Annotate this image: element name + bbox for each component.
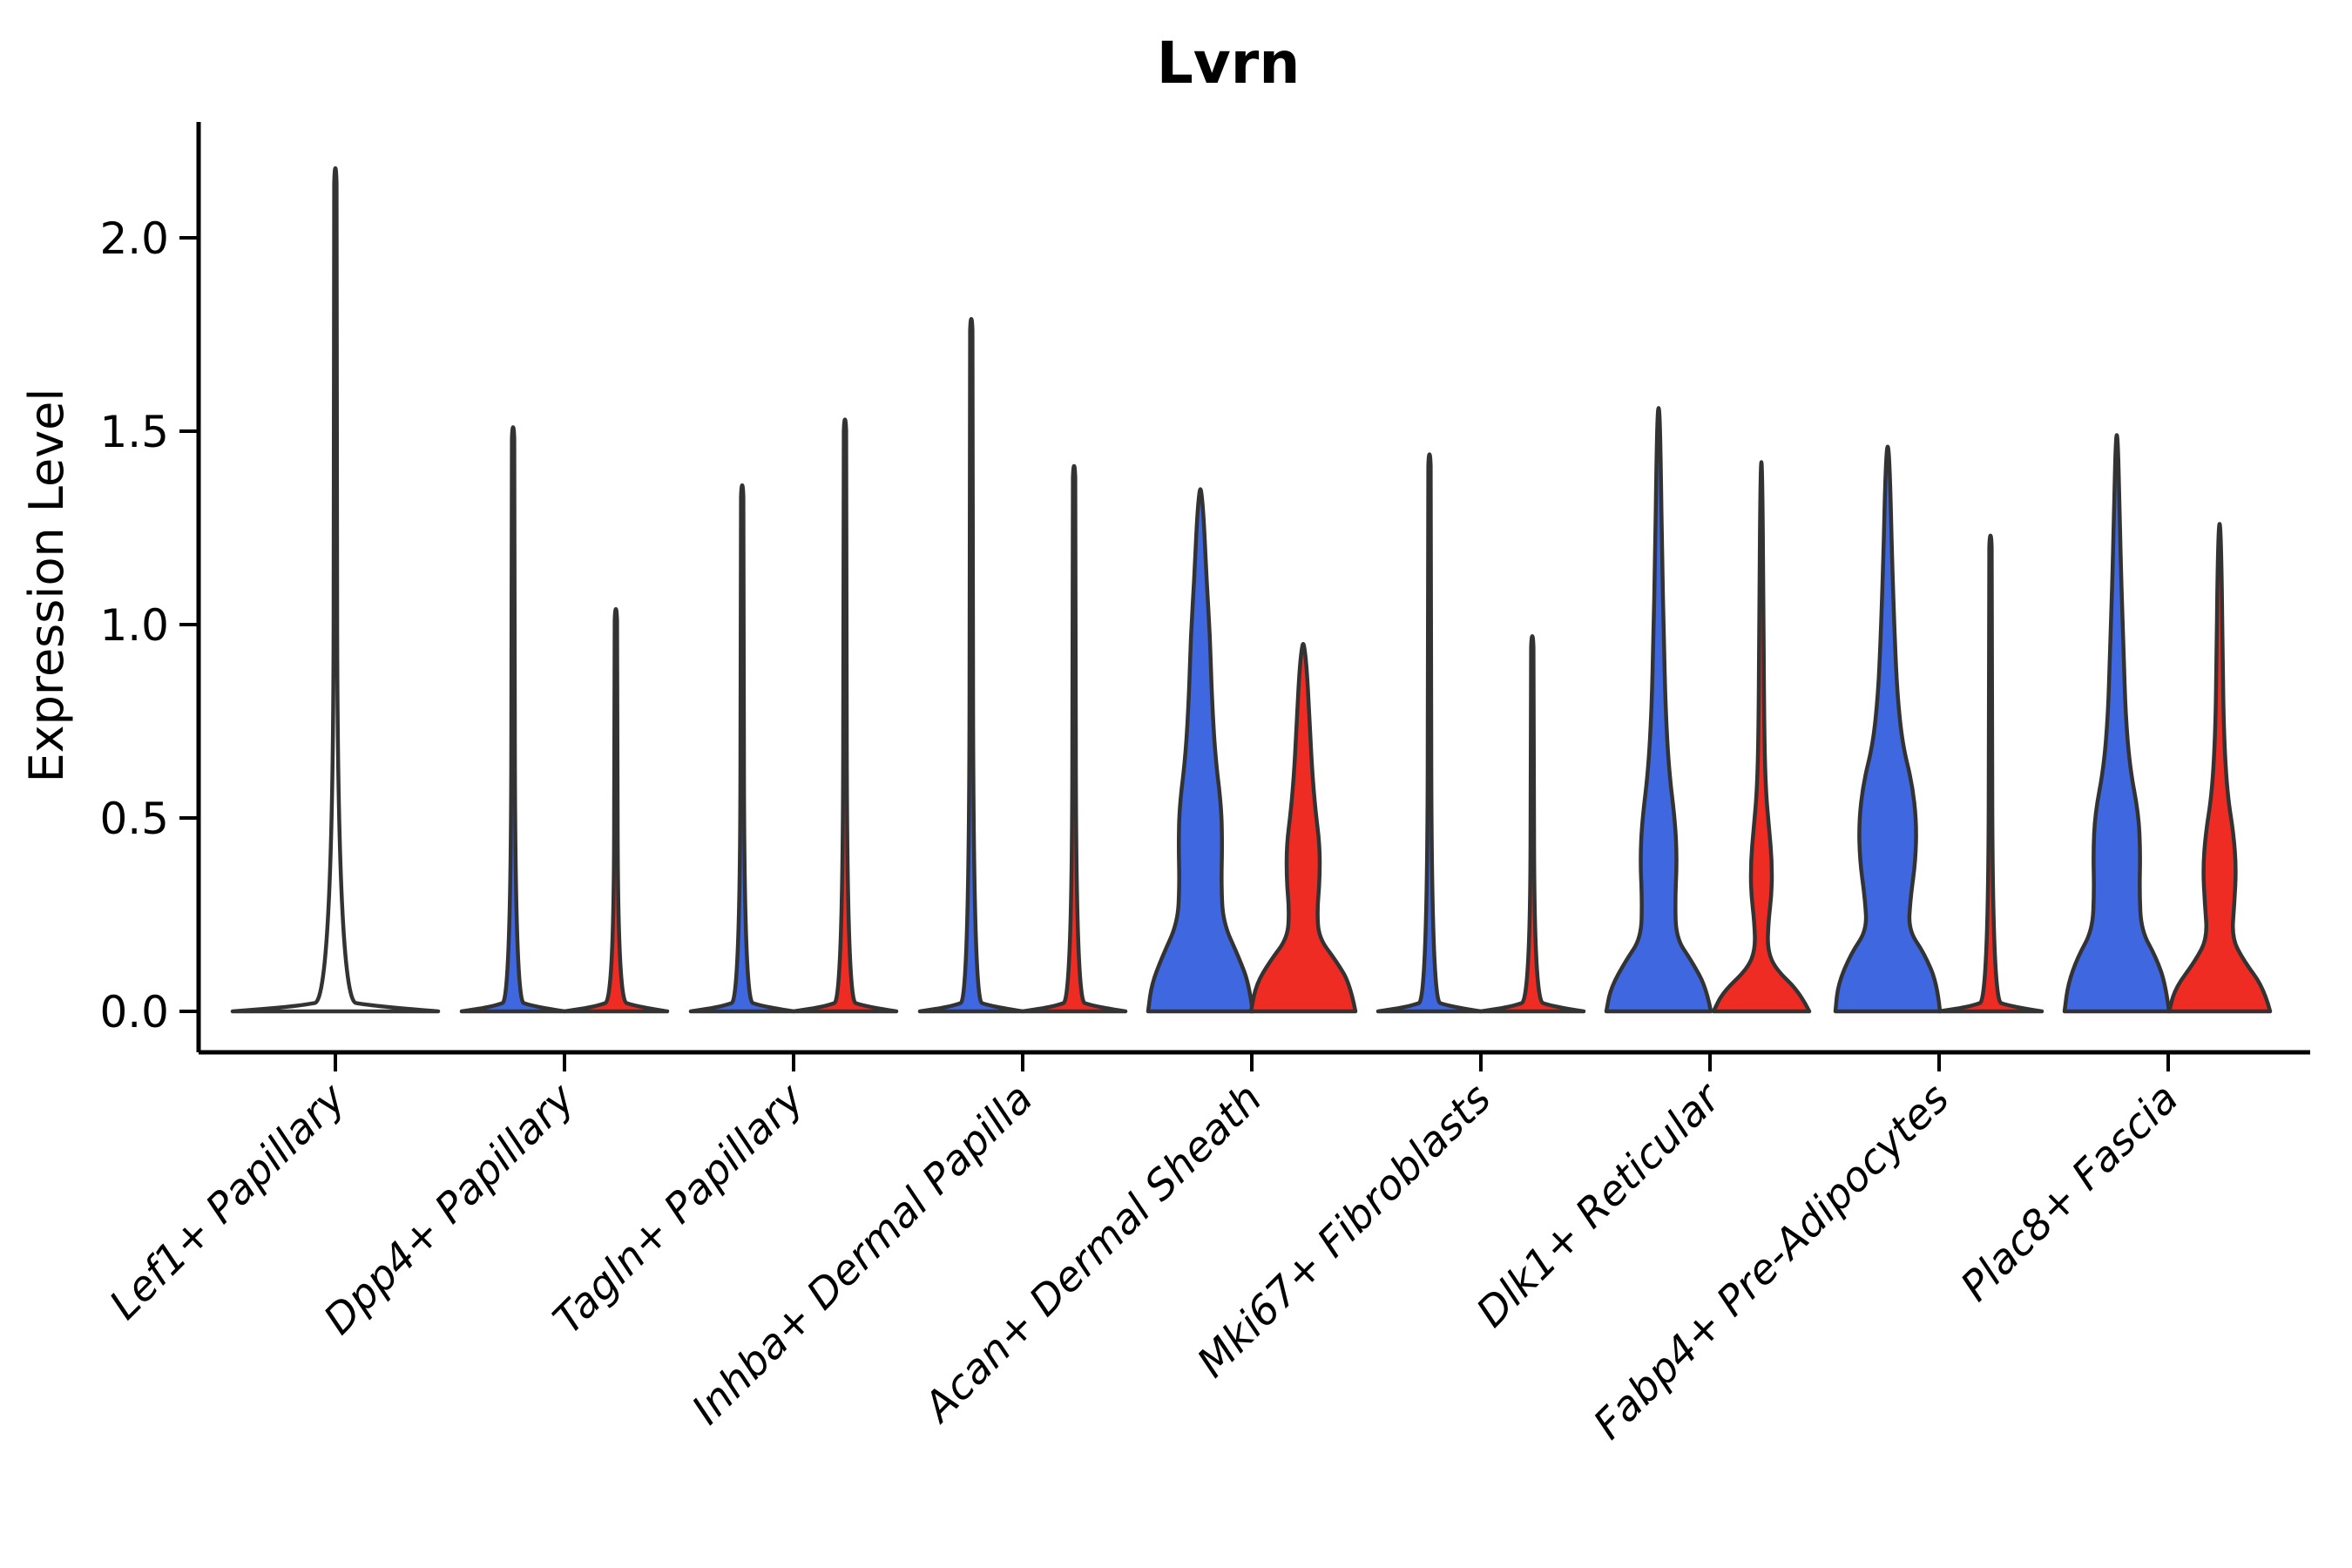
violin-tagln-papillary-right <box>791 417 899 1014</box>
violin-fabp4-pre-adipocytes-right <box>1936 533 2044 1014</box>
violin-mki67-fibroblasts-right <box>1478 634 1586 1014</box>
y-axis-label: Expression Level <box>19 389 74 783</box>
violin-dlk1-reticular-right <box>1711 460 1812 1014</box>
violin-dpp4-papillary-left <box>459 425 567 1014</box>
y-tick-label: 1.5 <box>99 407 169 457</box>
y-tick-label: 0.5 <box>99 794 169 844</box>
y-tick-label: 1.0 <box>99 600 169 651</box>
violin-acan-dermal-sheath-right <box>1248 641 1358 1014</box>
violin-inhba-dermal-papilla-left <box>917 316 1025 1014</box>
violin-plac8-fascia-right <box>2166 522 2273 1014</box>
x-tick-label-2: Dpp4+ Papillary <box>314 1074 585 1344</box>
violin-plac8-fascia-left <box>2062 433 2172 1014</box>
violin-tagln-papillary-left <box>688 483 796 1014</box>
violin-dpp4-papillary-right <box>562 606 670 1014</box>
violin-lef1-papillary-solo <box>230 166 441 1014</box>
violin-acan-dermal-sheath-left <box>1146 487 1255 1014</box>
y-tick-label: 2.0 <box>99 213 169 264</box>
x-tick-label-7: Dlk1+ Reticular <box>1468 1073 1732 1337</box>
x-tick-label-1: Lef1+ Papillary <box>100 1074 355 1329</box>
violin-inhba-dermal-papilla-right <box>1020 463 1128 1014</box>
chart-title: Lvrn <box>1157 30 1301 97</box>
violin-fabp4-pre-adipocytes-left <box>1833 444 1943 1014</box>
violins-layer <box>230 166 2273 1014</box>
y-tick-label: 0.0 <box>99 987 169 1037</box>
x-tick-label-9: Plac8+ Fascia <box>1951 1075 2187 1311</box>
x-tick-label-3: Tagln+ Papillary <box>544 1074 814 1344</box>
violin-dlk1-reticular-left <box>1604 406 1713 1014</box>
violin-mki67-fibroblasts-left <box>1375 452 1484 1014</box>
